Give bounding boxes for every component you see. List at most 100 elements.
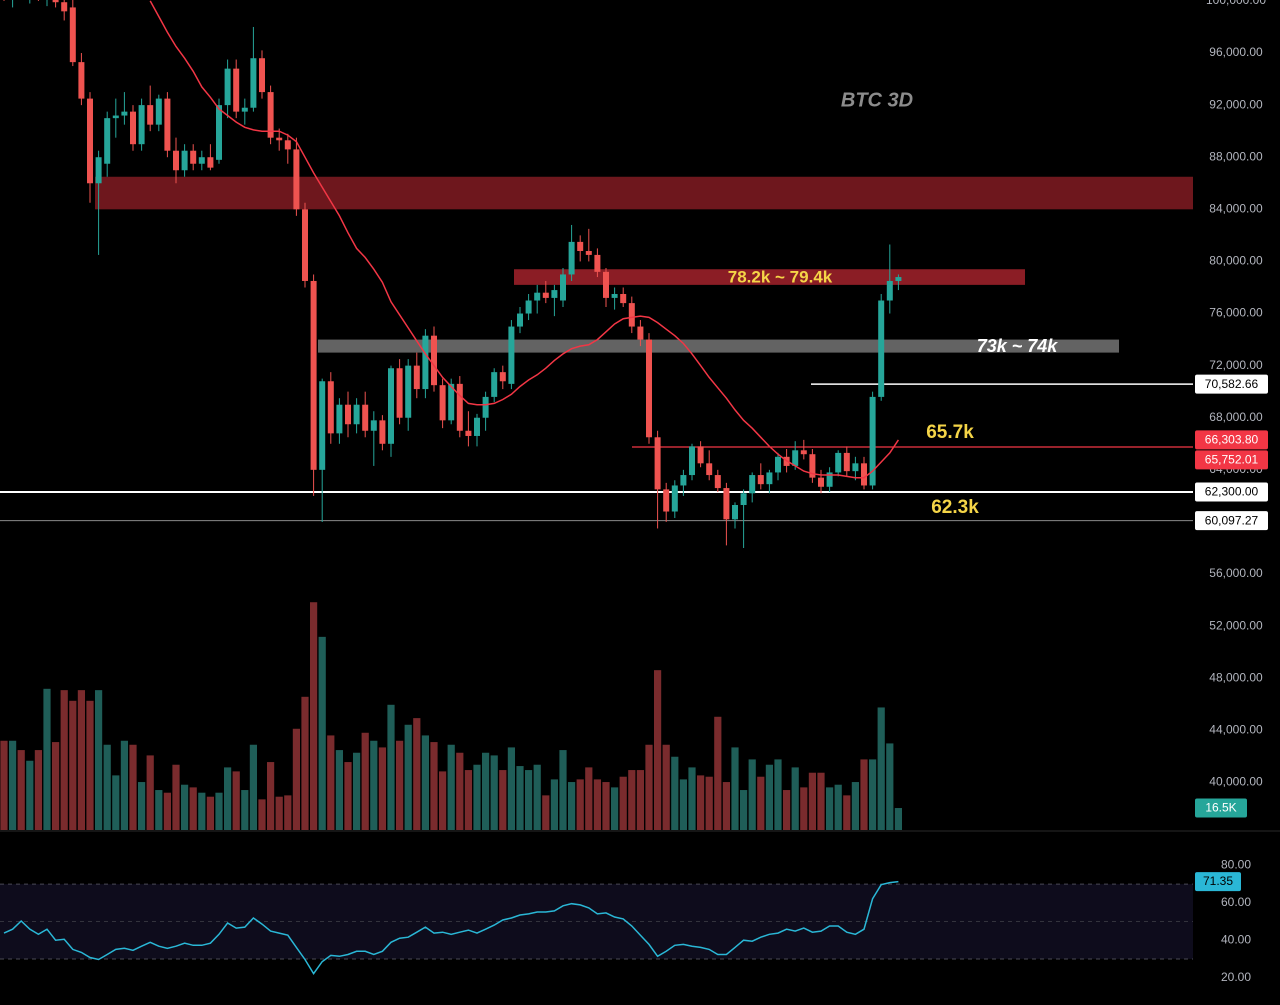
volume-bar bbox=[43, 688, 51, 830]
volume-bar bbox=[791, 767, 799, 830]
volume-bar bbox=[774, 759, 782, 830]
volume-bar bbox=[215, 792, 223, 830]
candle-body bbox=[353, 404, 360, 425]
candle-body bbox=[379, 420, 386, 444]
volume-bar bbox=[507, 747, 515, 830]
volume-bar bbox=[722, 782, 730, 830]
volume-bar bbox=[26, 760, 34, 830]
volume-label-box bbox=[1195, 798, 1247, 818]
volume-bar bbox=[172, 764, 180, 830]
candle-body bbox=[886, 280, 893, 301]
candle-body bbox=[792, 450, 799, 466]
candle-body bbox=[405, 365, 412, 418]
rsi-tick-label: 60.00 bbox=[1221, 895, 1251, 909]
volume-bar bbox=[834, 784, 842, 830]
candle-body bbox=[138, 105, 145, 145]
candle-body bbox=[818, 477, 824, 487]
zone-label: 78.2k ~ 79.4k bbox=[728, 268, 833, 287]
volume-bar bbox=[249, 744, 257, 830]
volume-bar bbox=[516, 766, 524, 830]
candle-body bbox=[732, 505, 738, 520]
candle-body bbox=[112, 115, 119, 119]
volume-bar bbox=[292, 728, 300, 830]
candle-body bbox=[431, 335, 437, 386]
price-label: 65,752.01 bbox=[1205, 453, 1259, 467]
candle-body bbox=[646, 339, 652, 438]
y-tick-label: 52,000.00 bbox=[1209, 618, 1263, 632]
volume-bar bbox=[783, 790, 791, 830]
candle-body bbox=[482, 396, 489, 418]
volume-bar bbox=[77, 690, 85, 830]
volume-bar bbox=[602, 782, 610, 830]
volume-bar bbox=[619, 776, 627, 830]
y-tick-label: 40,000.00 bbox=[1209, 775, 1263, 789]
volume-bar bbox=[748, 759, 756, 830]
candle-body bbox=[456, 383, 463, 431]
volume-bar bbox=[413, 718, 421, 830]
rsi-label-box bbox=[1195, 872, 1241, 892]
y-tick-label: 56,000.00 bbox=[1209, 566, 1263, 580]
candle-body bbox=[284, 140, 291, 150]
volume-bar bbox=[740, 790, 748, 830]
volume-bar bbox=[843, 795, 851, 830]
annotation: 65.7k bbox=[926, 422, 974, 443]
volume-bar bbox=[146, 755, 154, 830]
candle-body bbox=[147, 105, 154, 125]
volume-bar bbox=[860, 759, 868, 830]
y-tick-label: 84,000.00 bbox=[1209, 201, 1263, 215]
moving-average bbox=[149, 0, 900, 479]
y-tick-label: 48,000.00 bbox=[1209, 670, 1263, 684]
candle-body bbox=[620, 293, 627, 304]
candle-body bbox=[508, 326, 515, 384]
candle-body bbox=[757, 475, 764, 485]
price-axis: 40,000.00 44,000.00 48,000.00 52,000.00 56,0… bbox=[1195, 0, 1268, 984]
price-label-box bbox=[1195, 430, 1268, 450]
candle-body bbox=[173, 150, 179, 171]
candle-body bbox=[534, 292, 541, 301]
volume-bar bbox=[714, 716, 722, 830]
candle-body bbox=[560, 274, 566, 301]
price-label-box bbox=[1195, 511, 1268, 531]
zone bbox=[95, 176, 1193, 210]
candle-body bbox=[568, 241, 575, 275]
volume-bar bbox=[894, 808, 902, 830]
volume-bar bbox=[654, 670, 662, 830]
rsi-line bbox=[3, 880, 899, 975]
volume-bar bbox=[473, 764, 481, 830]
volume-bar bbox=[138, 782, 146, 830]
candle-body bbox=[164, 98, 171, 151]
volume-bar bbox=[800, 787, 808, 830]
candle-body bbox=[293, 149, 300, 210]
candle-body bbox=[448, 383, 455, 421]
candle-body bbox=[740, 493, 747, 506]
volume-bar bbox=[671, 756, 679, 830]
volume-bar bbox=[258, 799, 266, 830]
volume-bar bbox=[95, 690, 103, 830]
price-label-box bbox=[1195, 374, 1268, 394]
volume-bar bbox=[877, 707, 885, 830]
candle-body bbox=[491, 372, 498, 397]
candle-body bbox=[826, 472, 833, 487]
candle-body bbox=[396, 368, 403, 418]
rsi-tick-label: 20.00 bbox=[1221, 970, 1251, 984]
candle-body bbox=[800, 450, 807, 455]
candle-body bbox=[87, 98, 93, 184]
y-tick-label: 100,000.00 bbox=[1206, 0, 1266, 7]
candle-body bbox=[775, 456, 781, 473]
candle-body bbox=[689, 446, 695, 476]
volume-bar bbox=[525, 770, 533, 830]
volume-bar bbox=[0, 740, 8, 830]
candle-body bbox=[422, 335, 429, 390]
volume-bar bbox=[103, 744, 111, 830]
candle-body bbox=[78, 62, 85, 99]
volume-bar bbox=[826, 787, 834, 830]
volume-bar bbox=[69, 700, 77, 830]
price-pane: 78.2k ~ 79.4k 73k ~ 74k 65.7k 62.3k bbox=[0, 0, 1193, 830]
candle-body bbox=[216, 105, 222, 160]
volume-bar bbox=[318, 636, 326, 830]
volume-bar bbox=[464, 770, 472, 830]
candle-body bbox=[388, 368, 394, 444]
candle-body bbox=[276, 137, 283, 141]
candle-body bbox=[69, 7, 76, 63]
y-tick-label: 44,000.00 bbox=[1209, 723, 1263, 737]
